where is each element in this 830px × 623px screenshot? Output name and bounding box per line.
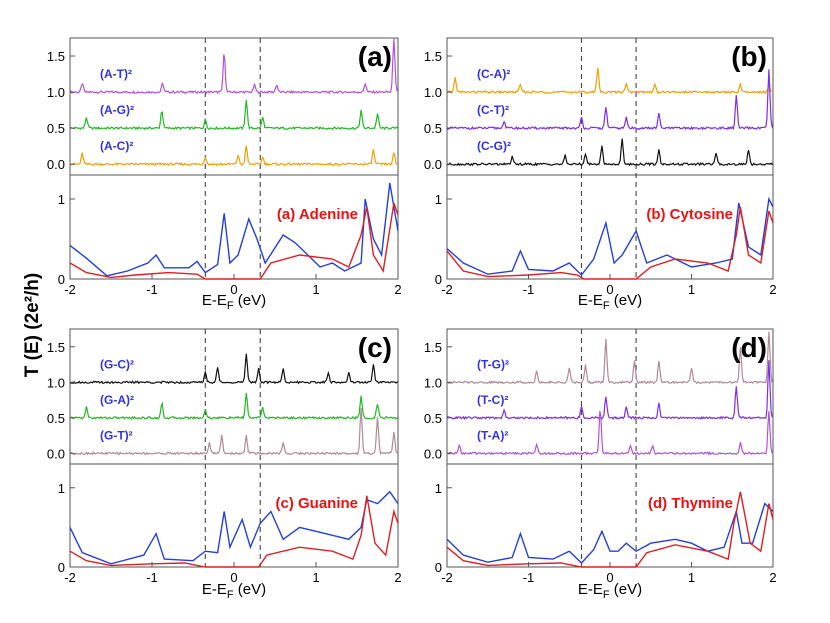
transmission-line <box>69 495 399 568</box>
y-tick-label: 0.0 <box>424 446 442 461</box>
series-line <box>69 38 399 95</box>
series-label: (T-G)² <box>477 357 509 371</box>
panel-a: (A-T)² (A-G)² (A-C)² 0.0 0.5 1.0 1.5 0 1 -2 -1 0 1 2 E… <box>47 37 402 312</box>
transmission-line <box>446 502 774 565</box>
panel-d: (T-G)² (T-C)² (T-A)² 0.0 0.5 1.0 1.5 0 1 -2 -1 0 1 2 E… <box>424 328 777 601</box>
series-line <box>69 99 399 131</box>
y-tick-label: 1.0 <box>424 375 442 390</box>
y-tick-label: 1.0 <box>47 85 65 100</box>
y-tick-label: 0.5 <box>424 121 442 136</box>
x-tick-label: 1 <box>312 282 319 297</box>
x-tick-label: 0 <box>230 570 237 585</box>
y-tick-label: 0.5 <box>424 411 442 426</box>
transmission-line <box>69 182 399 277</box>
series-label: (G-C)² <box>100 357 134 371</box>
x-tick-label: -1 <box>146 570 158 585</box>
x-axis-title: E-EF (eV) <box>578 292 642 312</box>
x-axis-title: E-EF (eV) <box>202 581 266 601</box>
y-tick-label: 1.5 <box>47 340 65 355</box>
panel-c: (G-C)² (G-A)² (G-T)² 0.0 0.5 1.0 1.5 0 1 -2 -1 0 1 2 E… <box>47 328 402 601</box>
x-tick-label: 2 <box>394 570 401 585</box>
x-axis-title: E-EF (eV) <box>202 292 266 312</box>
series-label: (C-T)² <box>477 103 509 117</box>
nucleotide-label: (c) Guanine <box>275 495 358 512</box>
panel-letter: (a) <box>358 41 392 72</box>
x-tick-label: -1 <box>523 282 535 297</box>
series-label: (G-T)² <box>100 428 133 442</box>
transmission-line <box>69 202 399 280</box>
series-label: (T-C)² <box>477 393 508 407</box>
panel-b: (C-A)² (C-T)² (C-G)² 0.0 0.5 1.0 1.5 0 1 -2 -1 0 1 2 E… <box>424 37 777 312</box>
nucleotide-label: (b) Cytosine <box>646 206 733 223</box>
y-tick-label: 1 <box>58 481 65 496</box>
y-tick-label: 0.0 <box>47 446 65 461</box>
y-tick-label: 0 <box>58 272 65 287</box>
x-tick-label: 2 <box>769 282 776 297</box>
x-tick-label: 1 <box>688 282 695 297</box>
x-tick-label: -2 <box>441 282 453 297</box>
x-tick-label: 1 <box>688 570 695 585</box>
panel-letter: (c) <box>358 332 392 363</box>
x-tick-label: -2 <box>64 570 76 585</box>
panel-letter: (b) <box>731 41 767 72</box>
y-tick-label: 1.5 <box>424 49 442 64</box>
series-line <box>446 138 774 167</box>
y-tick-label: 0 <box>435 560 442 575</box>
y-tick-label: 0 <box>58 560 65 575</box>
y-tick-label: 0 <box>435 272 442 287</box>
series-line <box>69 408 399 456</box>
transmission-line <box>446 206 774 280</box>
series-line <box>446 360 774 421</box>
nucleotide-label: (d) Thymine <box>648 495 733 512</box>
x-tick-label: 0 <box>606 282 613 297</box>
series-line <box>69 145 399 167</box>
lower-plot-frame <box>69 174 399 280</box>
y-tick-label: 0.5 <box>47 411 65 426</box>
lower-plot-frame <box>446 174 774 280</box>
series-label: (G-A)² <box>100 393 134 407</box>
series-line <box>446 67 774 95</box>
series-line <box>69 392 399 420</box>
series-label: (A-C)² <box>100 139 133 153</box>
series-line <box>69 353 399 385</box>
x-tick-label: 0 <box>230 282 237 297</box>
series-label: (C-A)² <box>477 67 510 81</box>
x-tick-label: 1 <box>312 570 319 585</box>
x-tick-label: -2 <box>64 282 76 297</box>
lower-plot-frame <box>69 463 399 568</box>
series-line <box>447 410 774 456</box>
y-tick-label: 1.0 <box>47 375 65 390</box>
y-tick-label: 1 <box>435 192 442 207</box>
x-tick-label: 0 <box>606 570 613 585</box>
y-tick-label: 1.5 <box>47 49 65 64</box>
panel-letter: (d) <box>731 332 767 363</box>
y-tick-label: 1 <box>58 192 65 207</box>
y-tick-label: 1.0 <box>424 85 442 100</box>
transmission-line <box>69 490 399 565</box>
y-tick-label: 0.5 <box>47 121 65 136</box>
x-axis-title: E-EF (eV) <box>578 581 642 601</box>
figure-y-axis-label: T (E) (2e²/h) <box>22 273 43 378</box>
x-tick-label: -2 <box>441 570 453 585</box>
x-tick-label: -1 <box>146 282 158 297</box>
y-tick-label: 1 <box>435 481 442 496</box>
x-tick-label: 2 <box>769 570 776 585</box>
x-tick-label: 2 <box>394 282 401 297</box>
series-label: (A-G)² <box>100 103 134 117</box>
y-tick-label: 0.0 <box>424 157 442 172</box>
series-label: (A-T)² <box>100 67 132 81</box>
transmission-line <box>446 491 774 568</box>
y-tick-label: 0.0 <box>47 157 65 172</box>
x-tick-label: -1 <box>523 570 535 585</box>
nucleotide-label: (a) Adenine <box>277 206 358 223</box>
y-tick-label: 1.5 <box>424 340 442 355</box>
series-line <box>447 331 774 385</box>
series-label: (T-A)² <box>477 428 508 442</box>
series-label: (C-G)² <box>477 139 511 153</box>
series-line <box>446 69 774 131</box>
